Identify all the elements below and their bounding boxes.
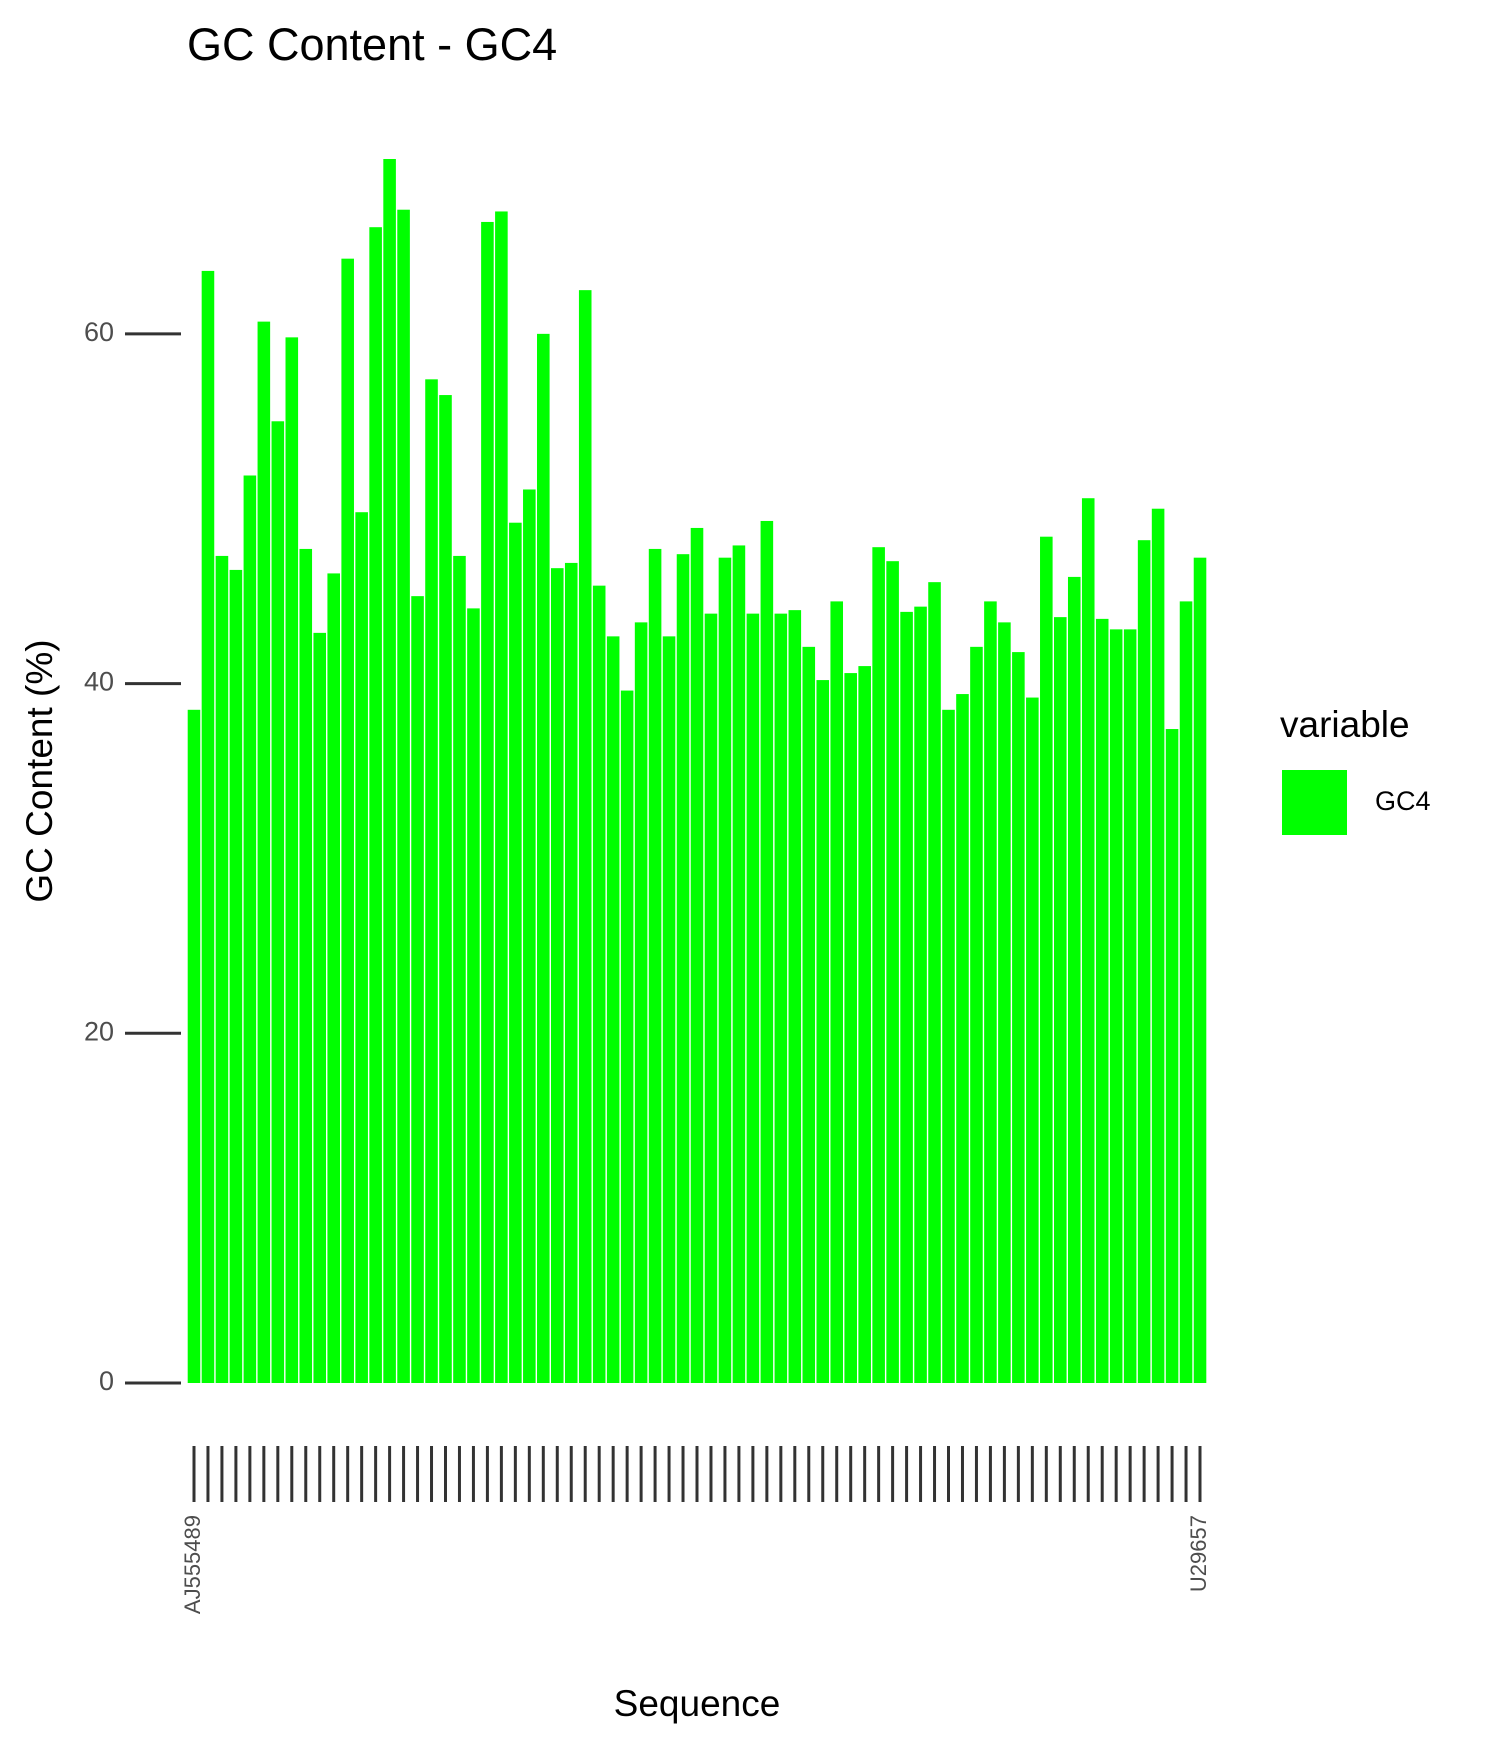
bar [215,555,229,1383]
bar [550,568,564,1383]
bar [900,611,913,1383]
bar [1179,601,1193,1383]
bar [662,636,676,1383]
y-tick-label: 0 [99,1366,114,1396]
bar [746,613,760,1383]
y-tick-label: 20 [84,1016,114,1046]
bar [634,622,648,1383]
bar [1151,508,1165,1383]
bar [606,636,620,1383]
bar [467,608,480,1383]
bar [830,601,844,1383]
bar [257,321,271,1383]
chart-title: GC Content - GC4 [187,19,557,70]
bar [1123,629,1137,1383]
bar [187,709,201,1383]
bar [578,290,592,1384]
bar [523,489,536,1384]
bar [481,221,494,1383]
bar [956,694,969,1383]
bar [495,211,508,1383]
bar [1012,652,1025,1383]
bar [592,585,606,1383]
legend-label: GC4 [1375,786,1431,816]
bar [704,613,718,1383]
bar [439,395,452,1383]
y-axis-title: GC Content (%) [19,639,60,902]
bar [564,562,578,1383]
bar [802,646,816,1383]
bar [1067,576,1081,1383]
bar [942,709,955,1383]
bar [509,522,522,1383]
bar [1165,729,1179,1383]
bar [397,209,410,1383]
legend-title: variable [1280,704,1410,745]
bar [886,561,899,1383]
bar [369,227,382,1383]
bar [620,690,634,1383]
bar [1054,617,1067,1383]
legend-key [1282,770,1347,835]
y-tick-label: 60 [84,317,114,347]
bar [1095,618,1109,1383]
bar [984,601,997,1383]
bar [718,557,732,1383]
bar [858,666,871,1383]
bar [383,159,396,1383]
bar [928,582,941,1383]
x-axis-title: Sequence [614,1683,781,1724]
bar [1026,697,1039,1383]
bar [411,596,424,1383]
bar [1137,540,1151,1383]
bar [914,606,927,1383]
bar [774,613,788,1383]
bar [537,333,550,1383]
bar [453,555,466,1383]
bar [690,527,704,1383]
bar [341,258,354,1383]
bar [1193,557,1207,1383]
bar [648,548,662,1383]
bar [732,545,746,1383]
x-tick-label: AJ555489 [180,1515,205,1614]
bar [1040,536,1053,1383]
x-tick-label: U29657 [1186,1515,1211,1592]
bar [313,632,327,1383]
bar [229,569,243,1383]
bar [327,573,340,1383]
bar [299,548,313,1383]
bar [760,520,774,1383]
bar [872,547,885,1383]
bar [816,680,830,1383]
bar [355,512,368,1383]
bar [201,270,215,1383]
bar [788,610,802,1383]
bar [425,379,438,1383]
bar [676,554,690,1383]
bar [271,421,285,1383]
bar [285,337,299,1384]
bar [1081,498,1095,1383]
bar [1109,629,1123,1383]
bar [998,622,1011,1383]
bar [970,646,983,1383]
y-tick-label: 40 [84,667,114,697]
bar [243,475,257,1383]
bar [844,673,857,1383]
